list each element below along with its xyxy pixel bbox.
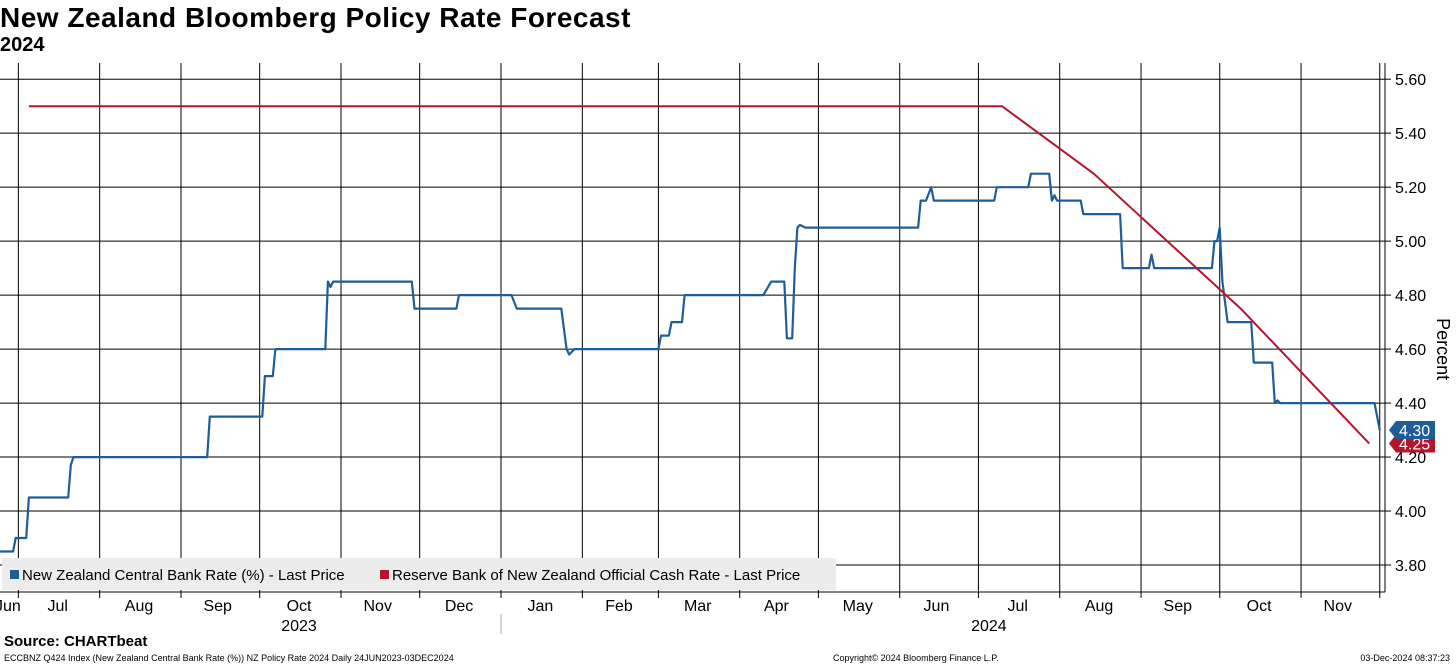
x-tick-label: Jan [527, 598, 553, 615]
line-chart: 5.60 5.40 5.20 5.00 4.80 4.60 4.40 4.20 4.00 3.80… [0, 63, 1453, 635]
last-value-tag [1389, 421, 1435, 440]
y-tick-label: 4.20 [1395, 450, 1426, 467]
chart-subtitle: 2024 [0, 34, 45, 56]
legend-label: New Zealand Central Bank Rate (%) - Last… [22, 567, 345, 584]
y-tick-label: 3.80 [1395, 558, 1426, 575]
x-tick-label: Nov [364, 598, 392, 615]
official-cash-rate-line [28, 105, 1371, 445]
legend-swatch [380, 570, 389, 579]
y-tick-label: 5.40 [1395, 126, 1426, 143]
x-tick-label: Aug [1085, 598, 1113, 615]
last-value-label: 4.30 [1399, 423, 1430, 440]
y-tick-label: 4.80 [1395, 288, 1426, 305]
y-tick-label: 4.60 [1395, 342, 1426, 359]
footer-timestamp: 03-Dec-2024 08:37:23 [1360, 653, 1450, 663]
source-label: Source: CHARTbeat [4, 633, 148, 650]
x-tick-label: Mar [684, 598, 712, 615]
x-tick-label: Jul [47, 598, 67, 615]
last-value-label: 4.25 [1399, 437, 1430, 454]
legend-swatch [10, 570, 19, 579]
x-tick-label: Aug [125, 598, 153, 615]
x-year-label: 2023 [281, 618, 317, 635]
y-tick-label: 5.00 [1395, 234, 1426, 251]
chart-title: New Zealand Bloomberg Policy Rate Foreca… [0, 2, 631, 33]
y-tick-label: 5.20 [1395, 180, 1426, 197]
x-tick-label: May [843, 598, 873, 615]
x-tick-label: Sep [203, 598, 232, 615]
x-tick-label: Jun [0, 598, 21, 615]
y-axis-title: Percent [1433, 318, 1453, 380]
y-tick-label: 5.60 [1395, 72, 1426, 89]
x-tick-label: Apr [764, 598, 790, 615]
x-tick-label: Jun [924, 598, 950, 615]
x-tick-label: Jul [1008, 598, 1028, 615]
y-tick-label: 4.40 [1395, 396, 1426, 413]
legend-box [2, 558, 836, 590]
x-year-label: 2024 [971, 618, 1007, 635]
x-tick-label: Nov [1324, 598, 1352, 615]
x-tick-label: Oct [287, 598, 312, 615]
legend-label: Reserve Bank of New Zealand Official Cas… [392, 567, 800, 584]
y-tick-label: 4.00 [1395, 504, 1426, 521]
x-tick-label: Oct [1247, 598, 1272, 615]
footer-copyright: Copyright© 2024 Bloomberg Finance L.P. [833, 653, 999, 663]
x-tick-label: Dec [445, 598, 473, 615]
central-bank-rate-line [0, 172, 1381, 553]
footer-ticker-info: ECCBNZ Q424 Index (New Zealand Central B… [4, 653, 454, 663]
x-tick-label: Sep [1164, 598, 1193, 615]
x-tick-label: Feb [605, 598, 633, 615]
